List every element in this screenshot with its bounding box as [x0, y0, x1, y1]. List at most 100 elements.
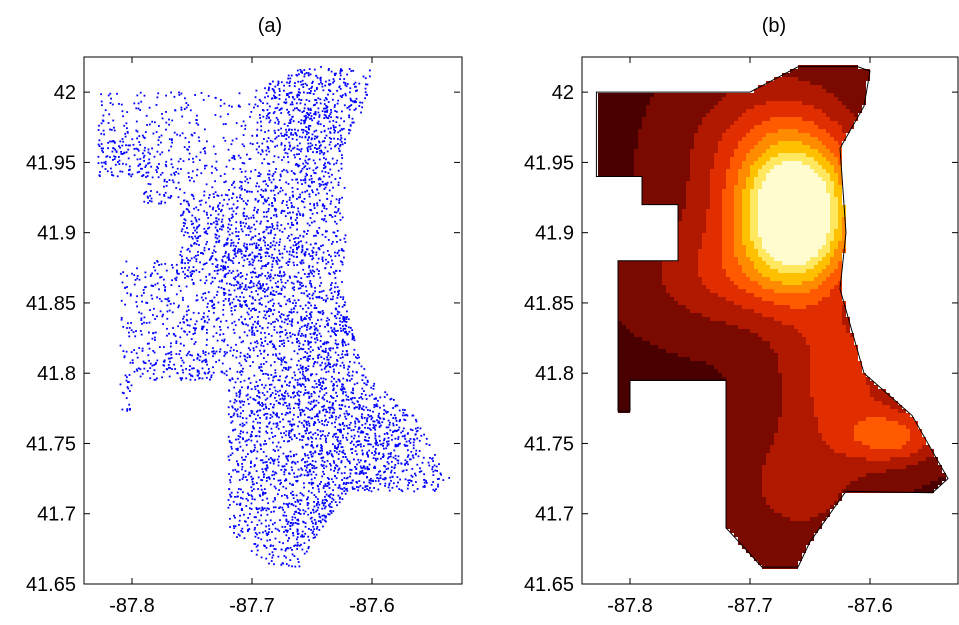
scatter-point	[147, 162, 149, 165]
scatter-point	[245, 300, 247, 302]
scatter-point	[278, 358, 280, 360]
scatter-point	[346, 489, 349, 492]
scatter-point	[166, 334, 168, 337]
scatter-point	[128, 327, 131, 329]
scatter-point	[266, 497, 268, 500]
scatter-point	[241, 456, 243, 459]
scatter-point	[147, 183, 150, 185]
scatter-point	[308, 136, 310, 138]
scatter-point	[272, 80, 274, 83]
scatter-point	[145, 164, 147, 167]
scatter-point	[148, 342, 150, 345]
scatter-point	[352, 488, 354, 490]
scatter-point	[271, 531, 273, 533]
scatter-point	[360, 467, 363, 469]
scatter-point	[286, 200, 288, 203]
scatter-point	[346, 353, 349, 355]
scatter-point	[222, 214, 225, 217]
scatter-point	[264, 384, 267, 387]
scatter-point	[290, 455, 292, 458]
scatter-point	[216, 272, 219, 275]
scatter-point	[296, 153, 298, 156]
scatter-point	[139, 91, 142, 94]
scatter-point	[313, 386, 316, 389]
scatter-point	[307, 348, 310, 350]
scatter-point	[330, 181, 333, 184]
scatter-point	[173, 172, 175, 174]
scatter-point	[303, 521, 305, 524]
scatter-point	[261, 370, 263, 372]
scatter-point	[296, 528, 299, 531]
scatter-point	[296, 228, 298, 231]
scatter-point	[264, 545, 266, 547]
scatter-point	[278, 416, 280, 419]
scatter-point	[299, 327, 301, 330]
scatter-point	[204, 351, 207, 353]
scatter-point	[401, 490, 404, 493]
scatter-point	[273, 237, 276, 239]
scatter-point	[272, 406, 275, 409]
scatter-point	[301, 368, 304, 371]
scatter-point	[308, 293, 311, 295]
scatter-point	[175, 342, 178, 344]
scatter-point	[201, 268, 204, 271]
scatter-point	[228, 198, 230, 201]
scatter-point	[215, 294, 218, 296]
scatter-point	[283, 366, 285, 369]
scatter-point	[137, 102, 140, 105]
scatter-point	[265, 228, 268, 231]
scatter-point	[329, 89, 331, 92]
scatter-point	[313, 220, 316, 223]
scatter-point	[271, 556, 274, 559]
scatter-point	[321, 507, 324, 510]
scatter-point	[283, 101, 286, 104]
scatter-point	[258, 430, 260, 433]
scatter-point	[262, 508, 264, 511]
scatter-point	[270, 269, 273, 272]
scatter-point	[313, 325, 316, 328]
scatter-point	[366, 409, 369, 411]
scatter-point	[265, 183, 268, 186]
scatter-point	[180, 106, 183, 109]
scatter-point	[205, 183, 208, 186]
scatter-point	[280, 187, 282, 189]
scatter-point	[188, 141, 190, 144]
scatter-point	[368, 481, 371, 484]
scatter-point	[268, 478, 271, 480]
scatter-point	[195, 237, 198, 240]
scatter-point	[307, 158, 310, 161]
scatter-point	[272, 379, 274, 382]
scatter-point	[240, 188, 243, 191]
scatter-point	[168, 123, 170, 126]
scatter-point	[326, 317, 329, 320]
scatter-point	[283, 295, 286, 298]
scatter-point	[270, 427, 273, 430]
scatter-point	[198, 200, 201, 203]
scatter-point	[272, 290, 275, 292]
scatter-point	[311, 297, 314, 300]
scatter-point	[251, 489, 253, 492]
scatter-point	[349, 327, 352, 329]
scatter-point	[309, 107, 312, 110]
scatter-point	[402, 408, 404, 411]
scatter-point	[325, 418, 327, 421]
scatter-point	[336, 438, 339, 441]
scatter-point	[337, 184, 340, 186]
scatter-point	[98, 124, 100, 127]
scatter-point	[194, 235, 197, 238]
scatter-point	[352, 429, 355, 431]
scatter-point	[233, 386, 236, 389]
scatter-point	[326, 181, 329, 184]
scatter-point	[325, 493, 328, 496]
scatter-point	[299, 214, 302, 216]
scatter-point	[256, 440, 259, 443]
scatter-point	[342, 317, 344, 320]
scatter-point	[247, 438, 250, 441]
scatter-point	[249, 157, 252, 160]
scatter-point	[273, 326, 276, 328]
scatter-point	[181, 246, 184, 249]
scatter-point	[280, 289, 283, 291]
scatter-point	[335, 334, 337, 337]
scatter-point	[323, 107, 325, 110]
scatter-point	[270, 544, 272, 547]
